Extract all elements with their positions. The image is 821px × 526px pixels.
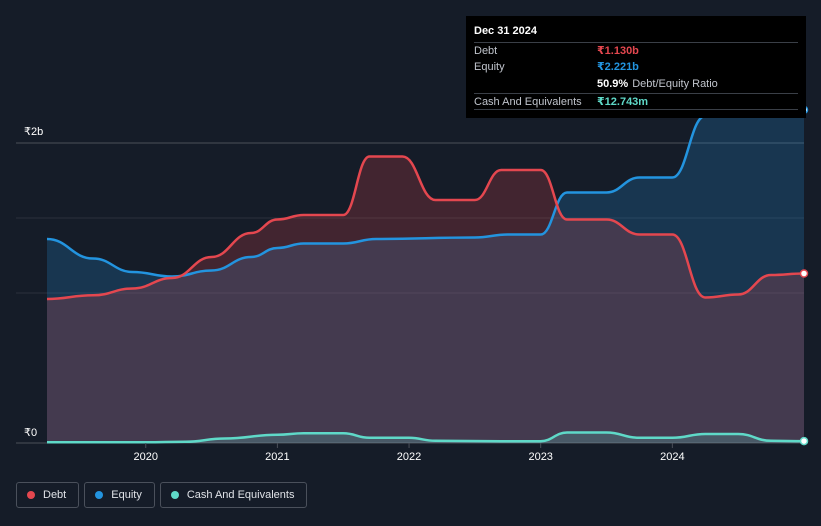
tooltip-row-equity: Equity ₹2.221b: [474, 59, 798, 76]
cash-endpoint[interactable]: [799, 436, 809, 446]
legend-debt-label: Debt: [43, 489, 67, 501]
x-tick-label: 2024: [660, 451, 684, 463]
legend-equity-label: Equity: [111, 489, 142, 501]
tooltip-cash-label: Cash And Equivalents: [474, 96, 582, 108]
tooltip-row-cash: Cash And Equivalents ₹12.743m: [474, 93, 798, 110]
x-tick-label: 2022: [397, 451, 421, 463]
tooltip-panel: Dec 31 2024 Debt ₹1.130b Equity ₹2.221b …: [466, 16, 806, 118]
y-tick-label-top: ₹2b: [24, 126, 43, 138]
y-tick-label-zero: ₹0: [24, 427, 37, 439]
equity-dot-icon: [95, 491, 104, 499]
x-tick-label: 2020: [133, 451, 157, 463]
legend-item-cash[interactable]: Cash And Equivalents: [159, 482, 308, 508]
cash-dot-icon: [170, 491, 179, 499]
x-tick-label: 2023: [528, 451, 552, 463]
tooltip-debt-value: ₹1.130b: [597, 45, 639, 57]
tooltip-ratio-value: 50.9%: [597, 78, 629, 90]
legend: Debt Equity Cash And Equivalents: [16, 482, 308, 508]
equity-line: [46, 108, 805, 278]
tooltip-date: Dec 31 2024: [474, 25, 537, 37]
tooltip-cash-value: ₹12.743m: [597, 96, 649, 108]
x-axis-ticks: 2020 2021 2022 2023 2024: [133, 443, 685, 463]
cash-area: [47, 432, 804, 443]
series-lines: [46, 108, 805, 444]
equity-area: [47, 109, 804, 444]
tooltip-equity-label: Equity: [474, 61, 505, 73]
tooltip-ratio-text: Debt/Equity Ratio: [632, 78, 718, 90]
series-areas: [47, 109, 804, 444]
legend-cash-label: Cash And Equivalents: [186, 489, 295, 501]
tooltip-equity-value: ₹2.221b: [597, 61, 639, 73]
x-tick-label: 2021: [265, 451, 289, 463]
legend-item-equity[interactable]: Equity: [84, 482, 155, 508]
debt-dot-icon: [27, 491, 35, 499]
debt-endpoint[interactable]: [799, 269, 809, 278]
tooltip-row-ratio: 50.9% Debt/Equity Ratio: [474, 76, 798, 93]
debt-line: [46, 155, 805, 301]
tooltip-row-debt: Debt ₹1.130b: [474, 42, 798, 59]
legend-item-debt[interactable]: Debt: [16, 482, 80, 508]
tooltip-debt-label: Debt: [474, 45, 498, 57]
cash-line: [46, 431, 805, 444]
debt-area: [47, 156, 804, 443]
tooltip-ratio-spacer: [474, 76, 597, 93]
